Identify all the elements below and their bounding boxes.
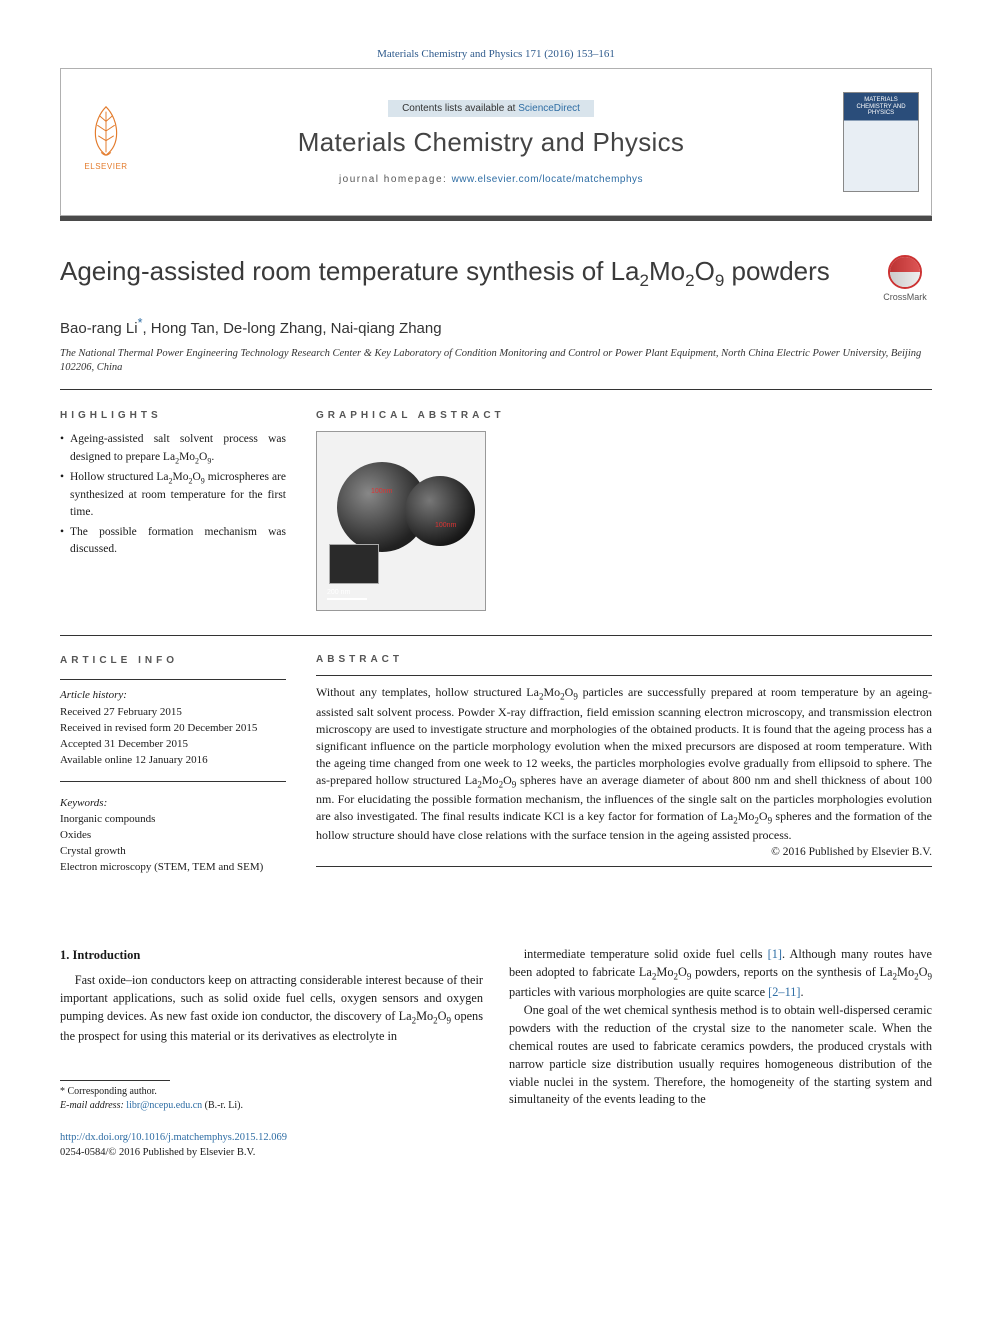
abstract-label: ABSTRACT [316,654,932,665]
abstract-text: Without any templates, hollow structured… [316,684,932,844]
keyword: Electron microscopy (STEM, TEM and SEM) [60,860,286,876]
journal-cover-thumbnail: MATERIALS CHEMISTRY AND PHYSICS [843,92,919,192]
highlight-item: The possible formation mechanism was dis… [60,524,286,559]
contents-prefix: Contents lists available at [402,103,518,114]
keyword: Crystal growth [60,844,286,860]
cover-title-text: MATERIALS CHEMISTRY AND PHYSICS [848,97,914,117]
size-annotation-1: 100nm [371,488,392,495]
homepage-link[interactable]: www.elsevier.com/locate/matchemphys [452,174,643,185]
keywords-label: Keywords: [60,796,286,812]
body-paragraph: intermediate temperature solid oxide fue… [509,946,932,1001]
citation-link[interactable]: [2–11] [768,985,800,999]
copyright-line: © 2016 Published by Elsevier B.V. [316,846,932,858]
body-paragraph: Fast oxide–ion conductors keep on attrac… [60,972,483,1045]
crossmark-icon [888,255,922,289]
graphical-abstract-label: GRAPHICAL ABSTRACT [316,410,932,421]
size-annotation-2: 100nm [435,522,456,529]
citation-line: Materials Chemistry and Physics 171 (201… [60,48,932,60]
accepted-date: Accepted 31 December 2015 [60,737,286,753]
inset-image [329,544,379,584]
article-title: Ageing-assisted room temperature synthes… [60,255,858,291]
homepage-label: journal homepage: [339,174,452,185]
contents-available-bar: Contents lists available at ScienceDirec… [388,100,594,117]
keyword: Inorganic compounds [60,812,286,828]
header-underline-bar [60,216,932,221]
section-heading: 1. Introduction [60,946,483,964]
elsevier-wordmark: ELSEVIER [84,162,127,171]
sciencedirect-link[interactable]: ScienceDirect [518,103,580,114]
citation-link[interactable]: [1] [768,947,782,961]
rule [60,781,286,782]
scale-bar [327,598,367,600]
microsphere-2 [405,476,475,546]
author-4: Nai-qiang Zhang [331,320,442,337]
author-1: Bao-rang Li [60,320,138,337]
author-2: Hong Tan [151,320,215,337]
online-date: Available online 12 January 2016 [60,753,286,769]
highlights-label: HIGHLIGHTS [60,410,286,421]
highlight-item: Ageing-assisted salt solvent process was… [60,431,286,467]
body-paragraph: One goal of the wet chemical synthesis m… [509,1002,932,1110]
keyword: Oxides [60,828,286,844]
rule [60,679,286,680]
email-suffix: (B.-r. Li). [205,1100,243,1111]
elsevier-tree-icon [80,102,132,160]
doi-link[interactable]: http://dx.doi.org/10.1016/j.matchemphys.… [60,1132,287,1143]
author-email-link[interactable]: libr@ncepu.edu.cn [126,1100,202,1111]
corresponding-author-note: * Corresponding author. [60,1085,483,1099]
scale-bar-label: 200 nm [327,589,350,596]
crossmark-label: CrossMark [883,292,927,302]
journal-homepage-line: journal homepage: www.elsevier.com/locat… [339,174,643,185]
email-label: E-mail address: [60,1100,124,1111]
rule [316,866,932,867]
affiliation: The National Thermal Power Engineering T… [60,347,932,375]
journal-name: Materials Chemistry and Physics [298,127,684,158]
footnote-rule [60,1080,170,1081]
author-list: Bao-rang Li*, Hong Tan, De-long Zhang, N… [60,316,932,337]
publisher-logo-region: ELSEVIER [61,69,151,215]
author-3: De-long Zhang [223,320,322,337]
elsevier-logo: ELSEVIER [74,102,138,182]
crossmark-badge[interactable]: CrossMark [878,255,932,302]
rule [316,675,932,676]
email-footnote: E-mail address: libr@ncepu.edu.cn (B.-r.… [60,1099,483,1113]
corresponding-marker: * [138,316,143,330]
received-date: Received 27 February 2015 [60,705,286,721]
revised-date: Received in revised form 20 December 201… [60,721,286,737]
rule [60,389,932,390]
graphical-abstract-image: 100nm 100nm 200 nm [316,431,486,611]
highlights-list: Ageing-assisted salt solvent process was… [60,431,286,558]
article-info-label: ARTICLE INFO [60,654,286,669]
journal-header: ELSEVIER Contents lists available at Sci… [60,68,932,216]
rule [60,635,932,636]
highlight-item: Hollow structured La2Mo2O9 microspheres … [60,469,286,522]
issn-copyright: 0254-0584/© 2016 Published by Elsevier B… [60,1147,255,1158]
history-label: Article history: [60,688,286,704]
